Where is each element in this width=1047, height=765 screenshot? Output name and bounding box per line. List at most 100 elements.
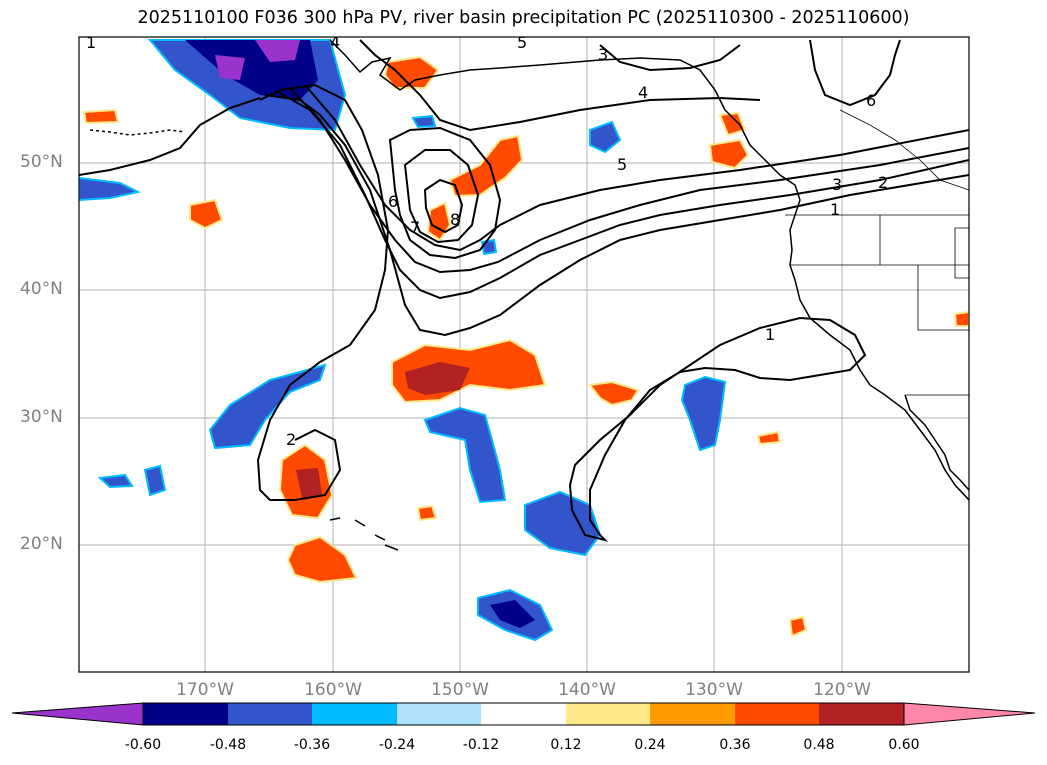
precip-negative-blobs [79,39,727,642]
contour-label-8: 3 [832,175,842,194]
contour-label-7: 5 [617,155,627,174]
gridlines [79,37,969,672]
precip-blob-nw-peak2 [215,55,245,80]
lat-label-30n: 30°N [20,407,63,427]
colorbar-tick: -0.48 [209,737,247,753]
precip-blob-small-4 [411,114,437,129]
precip-blob-central-west [208,363,327,450]
state-borders [785,109,969,396]
contour-label-15: 1 [765,325,775,344]
precip-blob-northeast [448,134,524,198]
pv-contour-dome-core [423,178,464,234]
precip-blob-small-3 [97,473,134,489]
precip-blob-east-coast [708,138,750,170]
lon-label-120w: 120°W [813,680,871,700]
precip-blob-center-north-core [405,362,470,395]
pv-contour-mid-1 [256,83,390,501]
pv-contours [79,39,969,542]
lon-label-170w: 170°W [176,680,234,700]
map-frame [78,36,970,673]
pv-contour-south-loop [568,316,867,542]
pv-contour-1-north [79,97,261,176]
pv-contour-dome-inner [403,149,480,244]
coast-alaska [329,39,726,111]
precip-blob-small-9 [953,310,969,327]
colorbar-segment-8 [735,703,819,725]
colorbar-tick: -0.36 [293,737,331,753]
pv-contour-mid-2 [264,94,969,337]
precip-blob-small-1 [589,120,622,154]
contour-label-9: 2 [878,173,888,192]
hawaii-islands [329,517,399,551]
lon-label-160w: 160°W [304,680,362,700]
colorbar-tick: -0.12 [462,737,500,753]
precip-blob-south-deep-core [490,600,535,628]
precip-blob-west [189,198,224,230]
pv-contour-inner-2 [289,87,969,274]
contour-label-10: 1 [830,200,840,219]
precip-blob-north [383,55,440,89]
colorbar-tick: 0.60 [888,737,920,753]
colorbar-segment-6 [566,703,650,725]
colorbar-extend-left [11,702,144,726]
pv-contour-trough-outer [359,39,761,132]
lon-label-150w: 150°W [431,680,489,700]
border-ca-nv [917,265,969,331]
precip-blob-south-center [524,490,602,557]
colorbar-tick: 0.48 [803,737,835,753]
contour-label-12: 7 [410,218,420,237]
precip-blob-east [680,375,727,452]
lat-label-50n: 50°N [20,152,63,172]
pv-contour-ne-2 [809,39,901,107]
contour-label-2: 4 [330,33,340,52]
precip-blob-southwest [286,535,358,584]
colorbar-segment-2 [228,703,312,725]
contour-label-6: 6 [866,91,876,110]
map-title: 2025110100 F036 300 hPa PV, river basin … [137,8,910,28]
border-idaho [954,227,969,279]
lat-label-40n: 40°N [20,279,63,299]
precip-blob-east-small [588,380,640,407]
colorbar-extend-right [903,702,1036,726]
colorbar-segment-7 [650,703,735,725]
lat-label-20n: 20°N [20,534,63,554]
lon-label-130w: 130°W [685,680,743,700]
precip-blob-small-8 [788,615,808,638]
precip-blob-far-west [82,108,120,125]
precip-blob-west-center-core [296,468,322,498]
coast-us-west [789,199,969,501]
precip-blob-small-2 [143,464,167,497]
pv-contour-labels: 1 4 5 3 4 6 5 3 2 1 6 7 8 2 1 [86,33,888,449]
contour-label-11: 6 [388,192,398,211]
colorbar-tick: 0.12 [550,737,582,753]
aleutians [89,129,186,136]
colorbar-tick: -0.60 [124,737,162,753]
precip-blob-small-7 [756,430,782,446]
precip-blob-east-coast-2 [718,111,747,137]
lon-label-140w: 140°W [558,680,616,700]
pv-contour-ne-1 [599,44,741,72]
contour-label-4: 3 [598,45,608,64]
contour-label-5: 4 [638,83,648,102]
precip-blob-small-5 [480,238,498,256]
colorbar-tick: 0.36 [719,737,751,753]
pv-contour-dome [388,126,502,260]
colorbar-segment-4 [397,703,481,725]
contour-label-1: 1 [86,33,96,52]
border-bc-interior [839,109,969,191]
contour-label-3: 5 [517,33,527,52]
precip-blob-nw-peak [255,40,300,62]
colorbar-tick: 0.24 [634,737,666,753]
contour-label-14: 2 [286,430,296,449]
contour-label-13: 8 [450,210,460,229]
colorbar-segment-5 [481,703,566,725]
pv-contour-inner-3 [304,84,969,252]
coastlines [89,39,969,551]
colorbar-tick: -0.24 [378,737,416,753]
colorbar [11,702,1036,726]
precip-blob-central [423,406,507,504]
precip-blob-small-6 [416,504,438,522]
colorbar-frame [142,702,905,726]
colorbar-segment-1 [143,703,228,725]
